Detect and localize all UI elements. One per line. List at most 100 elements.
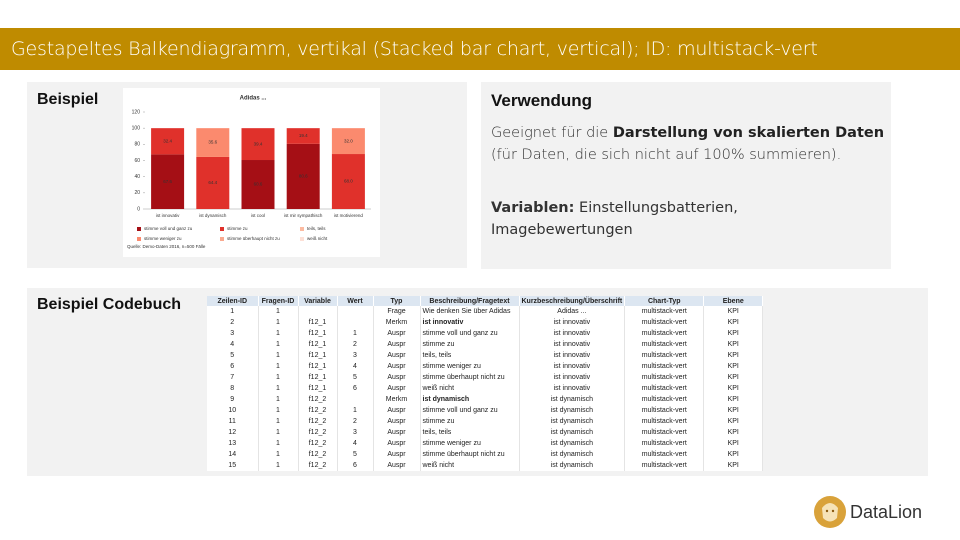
table-cell: 1 <box>258 372 299 383</box>
table-cell: KPI <box>703 460 764 471</box>
table-cell: 10 <box>207 405 259 416</box>
data-label: 60.6 <box>254 182 263 187</box>
table-cell: 1 <box>258 438 299 449</box>
table-cell: multistack-vert <box>624 350 705 361</box>
x-tick-label: ist cool <box>251 213 265 218</box>
legend-swatch <box>137 237 141 241</box>
table-cell: 4 <box>207 339 259 350</box>
table-cell: Auspr <box>373 361 421 372</box>
data-label: 67.6 <box>163 179 172 184</box>
table-row: 13 1 f12_2 4 Auspr stimme weniger zu ist dynam… <box>207 438 764 449</box>
table-cell: 1 <box>258 427 299 438</box>
table-cell: 1 <box>258 394 299 405</box>
table-cell: ist dynamisch <box>519 449 626 460</box>
table-cell: 6 <box>337 383 374 394</box>
data-label: 32.0 <box>344 138 353 143</box>
table-row: 15 1 f12_2 6 Auspr weiß nicht ist dynamisch mul… <box>207 460 764 471</box>
column-header: Beschreibung/Fragetext <box>420 296 520 306</box>
table-cell: Auspr <box>373 449 421 460</box>
logo-icon <box>814 496 846 528</box>
data-label: 35.6 <box>208 140 217 145</box>
table-cell: ist innovativ <box>519 328 626 339</box>
table-cell: ist dynamisch <box>519 460 626 471</box>
table-cell: stimme überhaupt nicht zu <box>420 372 520 383</box>
text: Geeignet für die <box>491 125 609 141</box>
table-cell: KPI <box>703 438 764 449</box>
table-cell: KPI <box>703 405 764 416</box>
table-cell: KPI <box>703 383 764 394</box>
table-cell: multistack-vert <box>624 438 705 449</box>
table-cell: stimme weniger zu <box>420 361 520 372</box>
text: Einstellungsbatterien, Imagebewertungen <box>491 200 738 238</box>
table-cell: 5 <box>337 449 374 460</box>
table-row: 5 1 f12_1 3 Auspr teils, teils ist innovativ mu… <box>207 350 764 361</box>
x-tick-label: ist innovativ <box>156 213 180 218</box>
table-row: 4 1 f12_1 2 Auspr stimme zu ist innovativ multi… <box>207 339 764 350</box>
y-tick-label: 20 <box>134 190 140 196</box>
table-cell: KPI <box>703 317 764 328</box>
usage-panel: Verwendung <box>481 82 891 269</box>
table-cell: 12 <box>207 427 259 438</box>
table-cell: Auspr <box>373 339 421 350</box>
table-cell: 6 <box>207 361 259 372</box>
table-cell: 3 <box>207 328 259 339</box>
table-cell: 3 <box>337 427 374 438</box>
table-cell: f12_1 <box>298 328 338 339</box>
table-cell: Auspr <box>373 328 421 339</box>
table-cell: stimme weniger zu <box>420 438 520 449</box>
data-label: 19.4 <box>299 133 308 138</box>
table-cell: multistack-vert <box>624 317 705 328</box>
table-cell: multistack-vert <box>624 372 705 383</box>
bar-segment <box>151 154 185 209</box>
y-tick-label: 40 <box>134 174 140 180</box>
table-cell: f12_1 <box>298 361 338 372</box>
table-cell: KPI <box>703 328 764 339</box>
table-cell: 1 <box>258 416 299 427</box>
usage-title: Verwendung <box>491 91 593 110</box>
table-cell: Auspr <box>373 383 421 394</box>
data-label: 80.6 <box>299 174 308 179</box>
table-cell: Auspr <box>373 350 421 361</box>
table-cell: multistack-vert <box>624 427 705 438</box>
chart: Adidas ... Quelle: Demo-Daten 2016, n=50… <box>123 88 380 257</box>
table-cell: Adidas ... <box>519 306 626 317</box>
column-header: Wert <box>337 296 374 306</box>
legend-swatch <box>300 237 304 241</box>
chart-source: Quelle: Demo-Daten 2016, n=500 Fälle <box>127 244 206 249</box>
table-cell: ist innovativ <box>519 317 626 328</box>
codebook-table: Zeilen-ID Fragen-ID Variable Wert Typ Beschre… <box>207 296 764 471</box>
table-cell: multistack-vert <box>624 306 705 317</box>
table-cell: multistack-vert <box>624 383 705 394</box>
table-cell: f12_1 <box>298 339 338 350</box>
bar-segment <box>331 128 365 155</box>
table-cell: f12_2 <box>298 438 338 449</box>
y-tick-label: 60 <box>134 158 140 164</box>
table-cell: KPI <box>703 339 764 350</box>
table-cell: 9 <box>207 394 259 405</box>
y-tick-label: 100 <box>132 125 141 131</box>
column-header: Chart-Typ <box>624 296 705 306</box>
table-cell: 1 <box>258 328 299 339</box>
header-row: Zeilen-ID Fragen-ID Variable Wert Typ Beschre… <box>207 296 764 306</box>
column-header: Variable <box>298 296 338 306</box>
bar-segment <box>151 128 185 155</box>
table-row: 2 1 f12_1 Merkm ist innovativ ist innovativ mu… <box>207 317 764 328</box>
table-cell: 1 <box>207 306 259 317</box>
table-cell: 1 <box>258 350 299 361</box>
table-cell: Auspr <box>373 460 421 471</box>
table-cell: stimme voll und ganz zu <box>420 405 520 416</box>
table-cell: multistack-vert <box>624 361 705 372</box>
legend-label: teils, teils <box>307 226 326 231</box>
table-cell: 1 <box>258 306 299 317</box>
label: Variablen: <box>491 200 575 216</box>
table-cell: 1 <box>258 460 299 471</box>
table-cell: 2 <box>207 317 259 328</box>
table-row: 8 1 f12_1 6 Auspr weiß nicht ist innovativ mult… <box>207 383 764 394</box>
bar-segment <box>286 128 320 144</box>
table-cell: 4 <box>337 361 374 372</box>
x-tick-label: ist dynamisch <box>199 213 227 218</box>
x-tick-label: ist motivierend <box>334 213 364 218</box>
table-cell: ist innovativ <box>519 339 626 350</box>
table-cell: ist dynamisch <box>519 416 626 427</box>
column-header: Fragen-ID <box>258 296 299 306</box>
